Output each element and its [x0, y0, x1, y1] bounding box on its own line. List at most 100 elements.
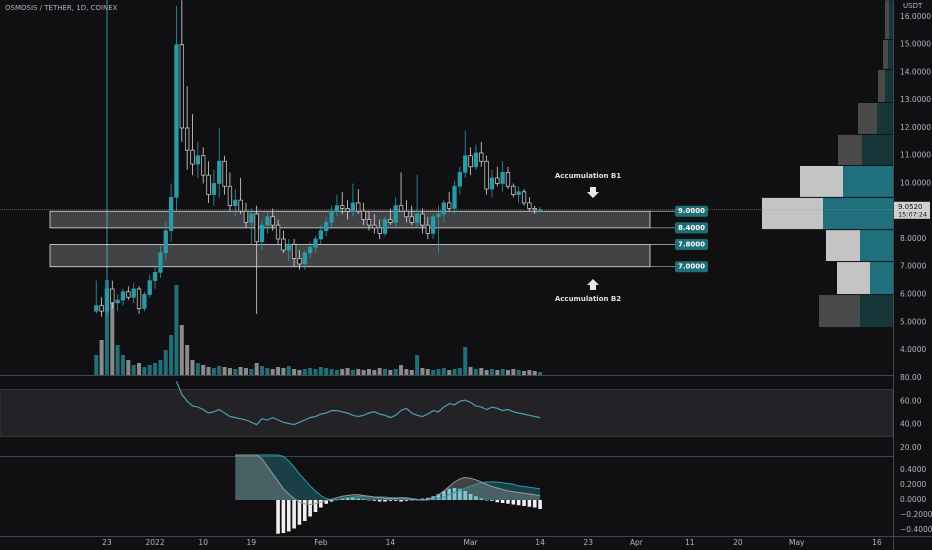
candle-body — [115, 299, 120, 304]
y-tick-label: 0.0000 — [900, 495, 926, 504]
profile-down — [885, 0, 889, 39]
zone — [49, 244, 651, 268]
histogram-bar — [404, 499, 409, 501]
volume-bar — [324, 368, 329, 375]
volume-bar — [217, 366, 222, 375]
x-tick-label: 20 — [733, 538, 743, 547]
x-tick-label: May — [789, 538, 805, 547]
volume-bar — [206, 367, 211, 375]
candle-body — [120, 291, 126, 301]
volume-bar — [516, 370, 521, 375]
last-price-box — [894, 201, 930, 219]
y-tick-label: 20.00 — [900, 443, 922, 452]
volume-bar — [538, 372, 543, 375]
candle-body — [324, 221, 329, 232]
candle-body — [414, 213, 420, 223]
x-tick-label: 10 — [198, 538, 208, 547]
histogram-bar — [340, 498, 345, 500]
y-tick-label: 16.0000 — [900, 12, 931, 21]
volume-bar — [201, 365, 206, 375]
rsi-band — [0, 389, 894, 437]
candle-body — [409, 216, 414, 223]
zone-label: 8.4000 — [678, 224, 705, 232]
arrow-down — [587, 187, 599, 198]
profile-up — [843, 165, 893, 197]
histogram-bar — [527, 499, 532, 507]
candle-body — [404, 210, 409, 218]
candle-body — [452, 185, 457, 209]
histogram-bar — [388, 499, 393, 501]
y-tick-label: 80.00 — [900, 373, 922, 382]
candle-body — [136, 288, 142, 309]
candle-body — [511, 185, 516, 195]
zone-label-box — [675, 261, 708, 273]
candle-body — [243, 210, 249, 223]
y-tick-label: 13.0000 — [900, 95, 931, 104]
volume-bar — [436, 369, 441, 375]
volume-bar — [163, 350, 168, 375]
zone-label-box — [675, 239, 708, 251]
volume-bar — [94, 355, 99, 375]
volume-bar — [190, 360, 195, 375]
candle-body — [329, 210, 334, 223]
volume-bar — [158, 360, 163, 375]
volume-bar — [254, 363, 259, 375]
candle-body — [104, 288, 110, 312]
histogram-bar — [495, 499, 500, 503]
profile-down — [883, 39, 888, 69]
candle-body — [495, 177, 500, 184]
candle-body — [238, 199, 243, 212]
volume-bar — [308, 368, 313, 375]
candle-body — [527, 202, 532, 209]
histogram-bar — [463, 491, 468, 500]
y-tick-label: 4.0000 — [900, 345, 926, 354]
signal-line — [235, 454, 541, 501]
histogram-bar — [372, 499, 377, 501]
candle-body — [334, 205, 340, 212]
volume-bar — [334, 370, 339, 375]
volume-bar — [297, 370, 302, 375]
histogram-bar — [377, 499, 382, 502]
candle-body — [521, 191, 527, 204]
candle-body — [505, 172, 511, 187]
histogram-bar — [367, 499, 371, 501]
volume-bar — [527, 370, 532, 375]
y-tick-label: 11.0000 — [900, 151, 931, 160]
volume-bar — [147, 365, 152, 375]
profile-up — [862, 134, 893, 165]
profile-down — [826, 230, 860, 262]
volume-bar — [388, 370, 393, 375]
histogram-bar — [511, 499, 516, 505]
y-tick-label: 40.00 — [900, 420, 922, 429]
zone — [49, 210, 651, 229]
candle-body — [195, 155, 201, 165]
volume-bar — [318, 367, 323, 375]
histogram-bar — [393, 499, 398, 501]
candle-body — [168, 197, 174, 232]
histogram-bar — [313, 499, 318, 512]
y-tick-label: 0.4000 — [900, 465, 926, 474]
candle-body — [425, 224, 430, 234]
volume-bar — [260, 366, 265, 375]
profile-down — [878, 69, 885, 102]
last-price-label: 9.0520 — [898, 203, 923, 211]
volume-bar — [110, 295, 115, 375]
volume-bar — [345, 368, 350, 375]
candle-body — [211, 183, 217, 195]
profile-down — [858, 102, 877, 134]
volume-bar — [479, 368, 484, 375]
unit-label: USDT — [903, 2, 923, 10]
x-tick-label: 19 — [247, 538, 257, 547]
y-tick-label: −0.4000 — [900, 525, 932, 534]
candle-body — [484, 160, 489, 190]
volume-bar — [195, 363, 200, 375]
candle-body — [447, 202, 452, 209]
candle-body — [350, 202, 356, 212]
volume-bar — [366, 369, 371, 375]
candle-body — [227, 185, 233, 207]
histogram-bar — [500, 499, 505, 503]
x-tick-label: 23 — [583, 538, 593, 547]
histogram-bar — [458, 488, 462, 500]
candle-body — [302, 252, 307, 265]
